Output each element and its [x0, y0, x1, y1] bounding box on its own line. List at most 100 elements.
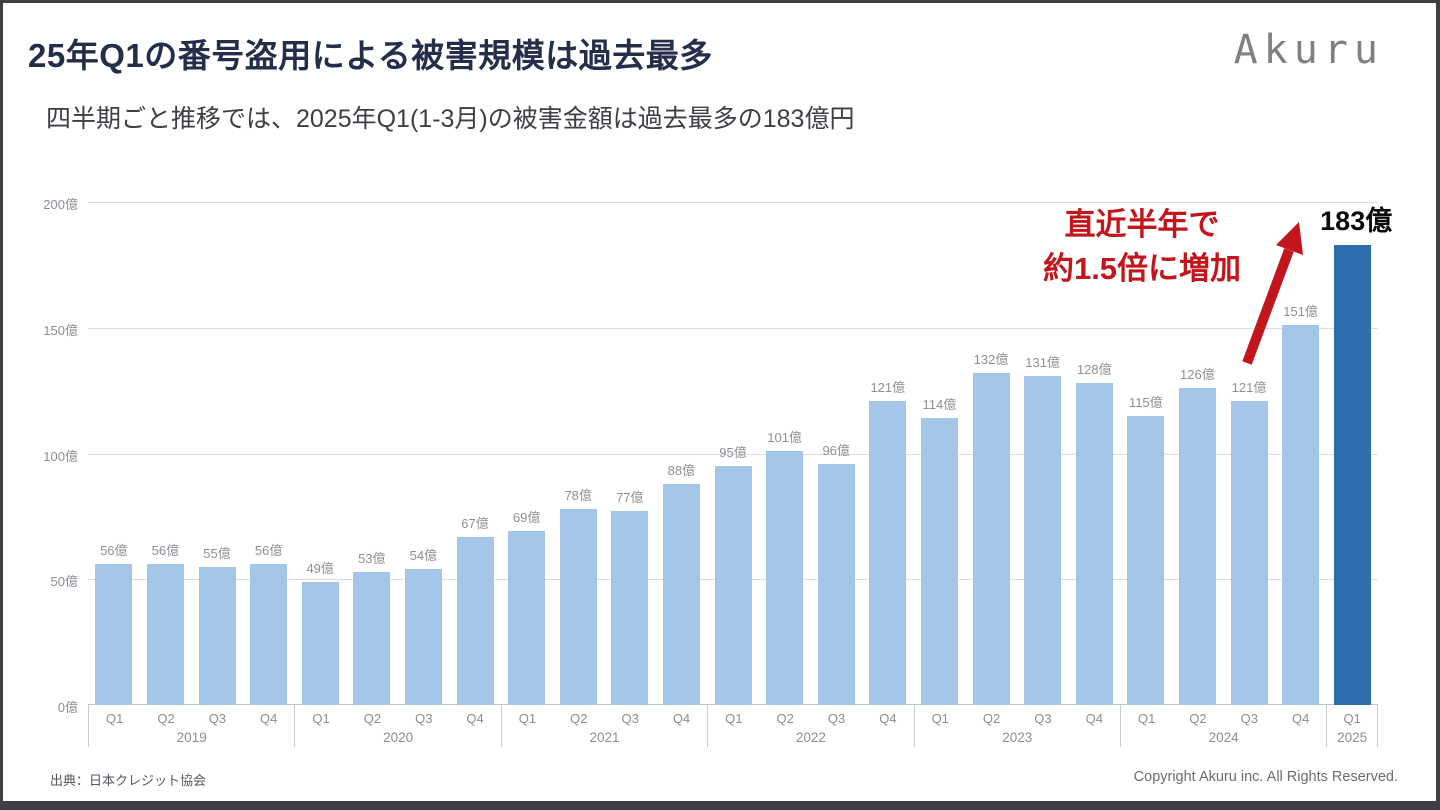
year-group-2020: Q1 Q2 Q3 Q4 2020	[294, 705, 500, 747]
year-label: 2021	[589, 730, 620, 745]
quarter-label: Q2	[363, 711, 382, 726]
year-label: 2024	[1208, 730, 1239, 745]
quarter-label: Q2	[776, 711, 794, 726]
bar	[1127, 415, 1165, 705]
annotation-callout: 直近半年で 約1.5倍に増加	[991, 203, 1293, 291]
bar	[869, 400, 907, 705]
bar	[559, 508, 597, 705]
bar-value-label: 49億	[306, 560, 334, 576]
bar	[198, 566, 236, 705]
quarter-label: Q1	[725, 711, 743, 726]
quarter-label: Q3	[415, 711, 433, 726]
bar	[972, 373, 1010, 705]
bar	[1282, 325, 1320, 705]
gridline-200	[88, 202, 1378, 203]
quarter-label: Q1	[106, 711, 124, 726]
year-group-2022: Q1 Q2 Q3 Q4 2022	[707, 705, 913, 747]
bar	[353, 571, 391, 705]
quarter-label: Q4	[466, 711, 484, 726]
quarter-label: Q4	[672, 711, 691, 726]
bar	[301, 581, 339, 705]
bar	[920, 418, 958, 705]
bar	[456, 536, 494, 705]
bar	[250, 564, 288, 705]
year-group-2025: Q1 2025	[1326, 705, 1378, 747]
year-group-2021: Q1 Q2 Q3 Q4 2021	[500, 705, 707, 747]
quarter-label: Q2	[157, 711, 175, 726]
year-label: 2023	[1002, 730, 1033, 745]
x-axis: Q1 Q2 Q3 Q4 2019 Q1 Q2 Q3 Q4 2020 Q1 Q2 Q3 Q4 2021 Q1 Q2…	[88, 705, 1378, 747]
quarter-label: Q1	[518, 711, 537, 726]
bar-value-label: 88億	[667, 462, 696, 478]
year-label: 2020	[383, 730, 414, 745]
bar	[1230, 400, 1268, 705]
gridline-100	[88, 453, 1378, 455]
bar	[662, 483, 700, 705]
quarter-label: Q1	[1343, 711, 1361, 726]
annotation-line-1: 直近半年で	[1064, 207, 1220, 242]
bar-highlight	[1333, 244, 1371, 705]
bar	[95, 564, 133, 705]
copyright-note: Copyright Akuru inc. All Rights Reserved…	[1133, 769, 1398, 785]
year-group-2024: Q1 Q2 Q3 Q4 2024	[1119, 705, 1326, 747]
quarter-label: Q3	[208, 711, 227, 726]
year-label: 2019	[176, 730, 207, 745]
bar	[1024, 375, 1062, 705]
ytick-label: 100億	[43, 448, 78, 464]
bar-value-label: 114億	[922, 397, 957, 413]
bar	[1075, 383, 1113, 705]
bar	[714, 466, 752, 705]
gridline-150	[88, 327, 1378, 329]
bar	[1178, 388, 1216, 705]
bar	[766, 451, 804, 705]
year-label: 2025	[1337, 730, 1368, 745]
page-title: 25年Q1の番号盗用による被害規模は過去最多	[28, 37, 713, 74]
bar-value-label: 78億	[564, 487, 592, 503]
bar-value-label: 126億	[1180, 367, 1215, 383]
quarter-label: Q1	[931, 711, 949, 726]
bar-value-label: 67億	[461, 515, 489, 531]
bar-value-label: 77億	[616, 490, 644, 506]
bar-value-label: 55億	[203, 545, 231, 561]
year-label: 2022	[795, 730, 826, 745]
quarter-label: Q3	[1240, 711, 1258, 726]
bar-value-label: 56億	[100, 543, 128, 559]
bar	[146, 564, 184, 705]
quarter-label: Q4	[1291, 711, 1310, 726]
quarter-label: Q2	[1189, 711, 1207, 726]
bar-value-label: 53億	[358, 550, 386, 566]
bar-value-label: 96億	[822, 442, 850, 458]
bar	[817, 463, 855, 705]
quarter-label: Q4	[260, 711, 278, 726]
annotation-line-2: 約1.5倍に増加	[1042, 251, 1242, 286]
quarter-label: Q3	[621, 711, 639, 726]
ytick-label: 50億	[50, 574, 78, 590]
bar-chart: 0億 50億 100億 150億 200億 56億 56億 55億 56億 49億 53億 54億 6…	[43, 197, 1392, 747]
bar	[611, 511, 649, 705]
bar-value-label: 56億	[254, 543, 283, 559]
page-subtitle: 四半期ごと推移では、2025年Q1(1-3月)の被害金額は過去最多の183億円	[46, 105, 855, 133]
bar	[404, 569, 442, 705]
bar-value-label: 115億	[1128, 394, 1163, 410]
bar-value-label: 69億	[512, 510, 541, 526]
quarter-label: Q3	[827, 711, 846, 726]
bar-value-label: 101億	[767, 430, 802, 445]
bar-value-label: 128億	[1076, 362, 1112, 378]
year-group-2019: Q1 Q2 Q3 Q4 2019	[88, 705, 294, 747]
bar-value-label: 131億	[1025, 354, 1060, 370]
source-note: 出典：日本クレジット協会	[50, 773, 207, 788]
ytick-label: 200億	[43, 197, 78, 212]
bar-value-label: 132億	[973, 352, 1009, 368]
quarter-label: Q1	[1137, 711, 1156, 726]
quarter-label: Q1	[312, 711, 330, 726]
quarter-label: Q4	[879, 711, 897, 726]
bar-value-label: 95億	[719, 445, 747, 461]
ytick-label: 0億	[57, 700, 78, 715]
bar-value-label: 151億	[1283, 304, 1318, 320]
quarter-label: Q2	[570, 711, 588, 726]
bar	[508, 531, 546, 705]
ytick-label: 150億	[43, 322, 78, 338]
quarter-label: Q3	[1034, 711, 1052, 726]
bar-value-label: 56億	[151, 543, 180, 559]
